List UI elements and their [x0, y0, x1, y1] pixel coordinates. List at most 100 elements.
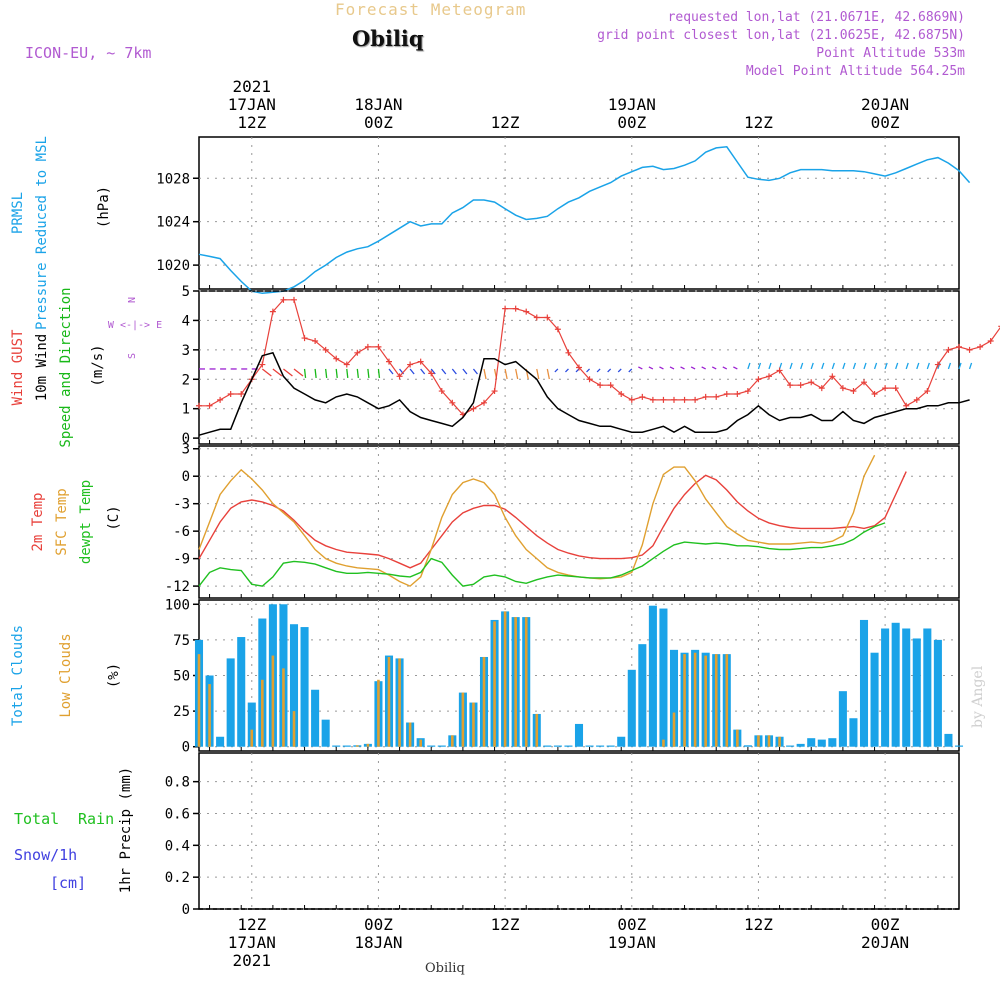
bottom-time-label: 20JAN — [861, 933, 909, 952]
wind-gust-marker — [470, 405, 477, 412]
wind-gust-marker — [713, 393, 720, 400]
wind-arrow — [504, 368, 508, 380]
temperature-panel: -12 -9 -6 -3 0 3 2m Temp SFC Temp dewpt Temp (C) — [30, 442, 960, 599]
total-cloud-bar — [881, 628, 890, 747]
low-cloud-bar — [197, 654, 201, 747]
wind-gust-marker — [407, 361, 414, 368]
clouds-tick-label: 50 — [173, 669, 190, 685]
top-time-label: 12Z — [744, 113, 773, 132]
precip-rain-label: Rain — [78, 810, 114, 828]
bottom-time-label: 17JAN — [228, 933, 276, 952]
top-time-label: 19JAN — [608, 95, 656, 114]
wind-arrow — [283, 368, 293, 377]
low-cloud-bar — [714, 654, 718, 747]
total-cloud-bar — [902, 628, 911, 747]
wind-gust-marker — [586, 376, 593, 383]
wind-gust-marker — [924, 388, 931, 395]
wind-tick-label: 0 — [182, 431, 190, 447]
model-altitude: Model Point Altitude 564.25m — [745, 64, 965, 79]
wind-arrow — [367, 368, 370, 379]
wind-arrow — [789, 362, 793, 370]
total-cloud-bar — [828, 738, 837, 747]
low-cloud-bar — [757, 735, 760, 747]
wind-gust-marker — [512, 305, 519, 312]
low-cloud-bar — [503, 611, 507, 747]
grid-point-coords: grid point closest lon,lat (21.0625E, 42… — [597, 28, 965, 43]
wind-tick-label: 4 — [182, 313, 190, 329]
wind-gust-marker — [576, 364, 582, 371]
low-cloud-bar — [514, 617, 517, 747]
wind-arrow — [346, 368, 349, 379]
top-time-label: 00Z — [871, 113, 900, 132]
wind-gust-marker — [280, 296, 287, 303]
compass-south: S — [127, 353, 138, 359]
wind-gust-marker — [291, 296, 297, 303]
wind-gust-marker — [628, 396, 635, 403]
wind-arrow — [958, 362, 962, 370]
total-cloud-bar — [659, 608, 668, 747]
low-cloud-bar — [419, 739, 422, 747]
wind-gust-marker — [734, 390, 741, 397]
wind-arrow — [659, 366, 664, 370]
wind-gust-marker — [966, 346, 973, 353]
wind-arrow — [314, 368, 317, 379]
low-cloud-bar — [451, 735, 454, 747]
top-time-label: 20JAN — [861, 95, 909, 114]
low-cloud-bar — [461, 692, 465, 747]
total-cloud-bar — [669, 649, 679, 747]
wind-arrow — [303, 368, 307, 379]
wind-arrow — [430, 368, 436, 375]
total-cloud-bar — [648, 605, 657, 747]
top-time-label: 2021 — [233, 77, 272, 96]
clouds-tick-label: 75 — [173, 633, 190, 649]
total-cloud-bar — [553, 745, 562, 747]
wind-gust-marker — [956, 343, 962, 350]
low-cloud-bar — [482, 656, 486, 747]
wind-gust-marker — [502, 305, 509, 312]
low-cloud-bar — [493, 621, 496, 747]
wind-arrow — [926, 362, 930, 370]
precip-axis-label: 1hr Precip (mm) — [118, 767, 134, 893]
wind-gust-marker — [808, 379, 815, 386]
total-cloud-bar — [311, 689, 320, 747]
wind-arrow — [916, 362, 920, 370]
wind-arrow — [842, 362, 846, 370]
temp-2m-label: 2m Temp — [30, 492, 46, 551]
wind-arrow — [905, 362, 909, 370]
requested-coords: requested lon,lat (21.0671E, 42.6869N) — [667, 10, 965, 25]
low-cloud-bar — [261, 679, 264, 747]
low-cloud-bar — [398, 658, 401, 747]
wind-arrow — [757, 362, 762, 370]
wind-gust-marker — [671, 396, 677, 403]
wind-gust-marker — [607, 382, 614, 389]
wind-gust-label: Wind GUST — [10, 329, 26, 405]
wind-speed-line — [198, 351, 970, 436]
wind-gust-marker — [861, 379, 867, 386]
low-cloud-bar — [292, 711, 296, 747]
bottom-time-label: 12Z — [491, 915, 520, 934]
wind-gust-marker — [787, 382, 794, 389]
total-cloud-bar — [289, 624, 299, 747]
total-cloud-bar — [912, 638, 921, 747]
wind-arrow — [648, 366, 654, 370]
wind-arrow — [711, 366, 717, 370]
total-cloud-bar — [596, 745, 605, 747]
total-cloud-bar — [807, 738, 816, 747]
total-cloud-bar — [585, 745, 594, 747]
bottom-time-label: 2021 — [233, 951, 272, 970]
bottom-location: Obiliq — [425, 961, 465, 976]
total-cloud-bar — [564, 745, 573, 747]
wind-arrow — [546, 368, 550, 380]
wind-tick-label: 1 — [182, 402, 190, 418]
temperature-tick-label: -3 — [173, 497, 190, 513]
low-cloud-bar — [767, 735, 771, 747]
wind-arrow — [441, 368, 447, 375]
wind-arrow — [852, 362, 857, 370]
low-cloud-bar — [524, 617, 528, 747]
low-clouds-label: Low Clouds — [58, 633, 74, 717]
wind-gust-marker — [998, 325, 1000, 327]
bottom-time-label: 12Z — [237, 915, 266, 934]
wind-gust-marker — [428, 370, 435, 377]
low-cloud-bar — [736, 729, 739, 747]
